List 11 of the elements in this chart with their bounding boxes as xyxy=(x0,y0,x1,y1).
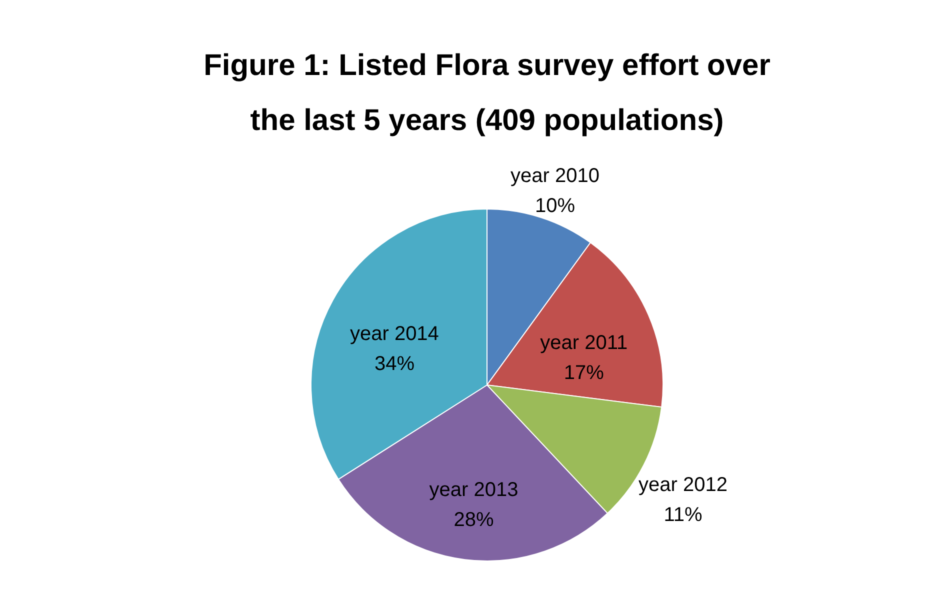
slice-label: year 2012 xyxy=(638,474,728,496)
slice-label: year 2013 xyxy=(429,478,518,501)
data-label: 28% xyxy=(454,508,494,531)
slice-label: year 2011 xyxy=(540,332,628,354)
slice-label: year 2014 xyxy=(350,323,439,346)
chart-title: Figure 1: Listed Flora survey effort over the last 5 years (409 populations) xyxy=(204,48,771,137)
slice-label: year 2010 xyxy=(510,164,600,187)
data-label: 17% xyxy=(564,362,604,384)
data-label: 34% xyxy=(374,353,415,376)
data-label: 11% xyxy=(664,504,703,526)
data-label: 10% xyxy=(534,194,576,217)
